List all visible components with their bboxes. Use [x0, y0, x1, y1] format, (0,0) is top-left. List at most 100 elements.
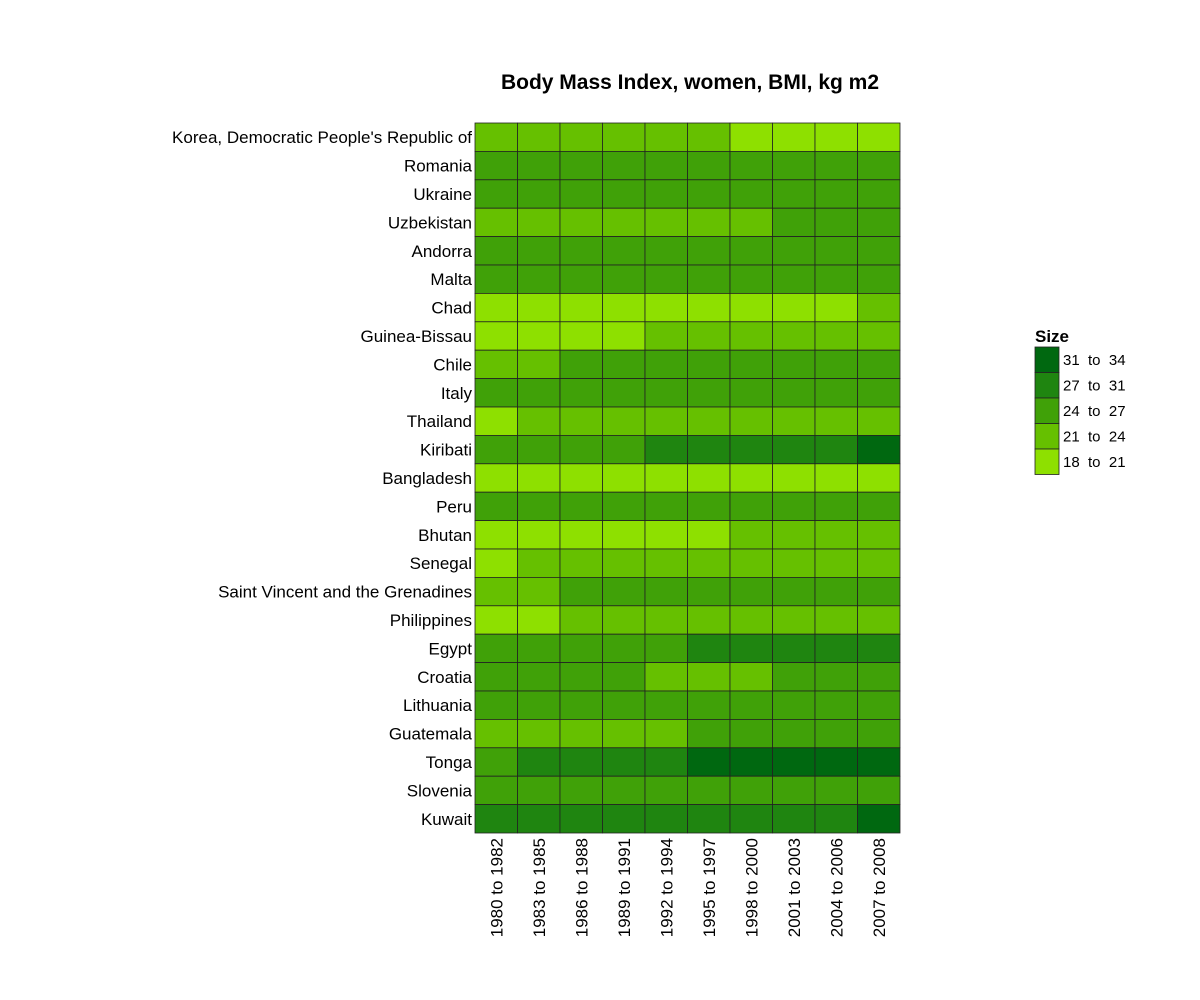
heatmap-cell [857, 662, 901, 692]
heatmap-cell [517, 548, 561, 578]
heatmap-cell [857, 150, 901, 181]
heatmap-cell [474, 122, 518, 152]
legend-swatch [1034, 397, 1060, 424]
heatmap-cell [644, 662, 688, 692]
heatmap-cell [644, 292, 688, 323]
heatmap-cells [474, 122, 901, 834]
legend-item: 27 to 31 [1034, 372, 1126, 399]
heatmap-cell [814, 378, 858, 408]
heatmap-cell [474, 179, 518, 209]
heatmap-cell [517, 747, 561, 777]
heatmap-cell [772, 236, 816, 266]
heatmap-cell [517, 434, 561, 465]
heatmap-cell [772, 150, 816, 181]
heatmap-cell [559, 179, 603, 209]
heatmap-cell [559, 236, 603, 266]
heatmap-cell [687, 804, 731, 834]
heatmap-cell [644, 236, 688, 266]
row-label: Thailand [407, 412, 472, 431]
row-label: Guatemala [389, 725, 473, 744]
row-label: Guinea-Bissau [360, 327, 472, 346]
heatmap-cell [517, 349, 561, 380]
heatmap-cell [687, 719, 731, 749]
heatmap-cell [602, 747, 646, 777]
heatmap-cell [559, 491, 603, 522]
legend: Size 31 to 34 27 to 31 24 to 27 21 to 24 18 … [1034, 327, 1126, 475]
heatmap-cell [729, 122, 773, 152]
heatmap-cell [644, 633, 688, 664]
heatmap-cell [814, 633, 858, 664]
row-label: Chile [433, 355, 472, 374]
heatmap-cell [687, 690, 731, 720]
heatmap-cell [729, 406, 773, 436]
legend-label: 21 to 24 [1063, 428, 1126, 445]
row-label: Romania [404, 157, 473, 176]
heatmap-cell [517, 633, 561, 664]
heatmap-cell [602, 292, 646, 323]
row-label: Bangladesh [382, 469, 472, 488]
heatmap-cell [474, 747, 518, 777]
heatmap-cell [814, 690, 858, 720]
heatmap-cell [772, 548, 816, 578]
row-label: Lithuania [403, 696, 473, 715]
heatmap-cell [559, 150, 603, 181]
heatmap-cell [517, 236, 561, 266]
heatmap-cell [857, 690, 901, 720]
heatmap-cell [559, 804, 603, 834]
heatmap-cell [814, 491, 858, 522]
column-label: 1980 to 1982 [487, 838, 506, 937]
heatmap-cell [687, 463, 731, 493]
heatmap-cell [814, 434, 858, 465]
column-label: 2007 to 2008 [870, 838, 889, 937]
heatmap-cell [857, 719, 901, 749]
heatmap-cell [559, 264, 603, 294]
column-label: 2004 to 2006 [827, 838, 846, 937]
legend-item: 21 to 24 [1034, 423, 1126, 450]
heatmap-cell [517, 292, 561, 323]
heatmap-cell [602, 349, 646, 380]
heatmap-cell [474, 804, 518, 834]
heatmap-cell [729, 150, 773, 181]
heatmap-cell [857, 207, 901, 237]
heatmap-cell [772, 719, 816, 749]
heatmap-cell [772, 406, 816, 436]
heatmap-cell [602, 264, 646, 294]
heatmap-cell [602, 719, 646, 749]
heatmap-cell [517, 491, 561, 522]
heatmap-cell [559, 747, 603, 777]
heatmap-cell [644, 321, 688, 351]
heatmap-cell [644, 577, 688, 607]
heatmap-cell [687, 321, 731, 351]
heatmap-cell [857, 349, 901, 380]
heatmap-cell [602, 690, 646, 720]
heatmap-cell [729, 264, 773, 294]
heatmap-cell [814, 179, 858, 209]
heatmap-cell [814, 662, 858, 692]
legend-title: Size [1035, 327, 1069, 346]
heatmap-cell [517, 690, 561, 720]
heatmap-cell [644, 264, 688, 294]
heatmap-cell [559, 292, 603, 323]
column-label: 2001 to 2003 [785, 838, 804, 937]
heatmap-cell [814, 804, 858, 834]
heatmap-cell [814, 775, 858, 806]
heatmap-cell [517, 605, 561, 635]
heatmap-cell [687, 292, 731, 323]
heatmap-cell [517, 577, 561, 607]
heatmap-cell [517, 406, 561, 436]
heatmap-cell [517, 321, 561, 351]
heatmap-cell [729, 605, 773, 635]
heatmap-cell [559, 633, 603, 664]
heatmap-cell [772, 349, 816, 380]
heatmap-cell [687, 662, 731, 692]
heatmap-cell [517, 662, 561, 692]
heatmap-cell [729, 548, 773, 578]
heatmap-cell [729, 179, 773, 209]
heatmap-cell [687, 150, 731, 181]
row-label: Uzbekistan [388, 213, 472, 232]
heatmap-cell [644, 775, 688, 806]
heatmap-cell [857, 775, 901, 806]
heatmap-cell [644, 548, 688, 578]
heatmap-cell [729, 434, 773, 465]
heatmap-cell [814, 577, 858, 607]
